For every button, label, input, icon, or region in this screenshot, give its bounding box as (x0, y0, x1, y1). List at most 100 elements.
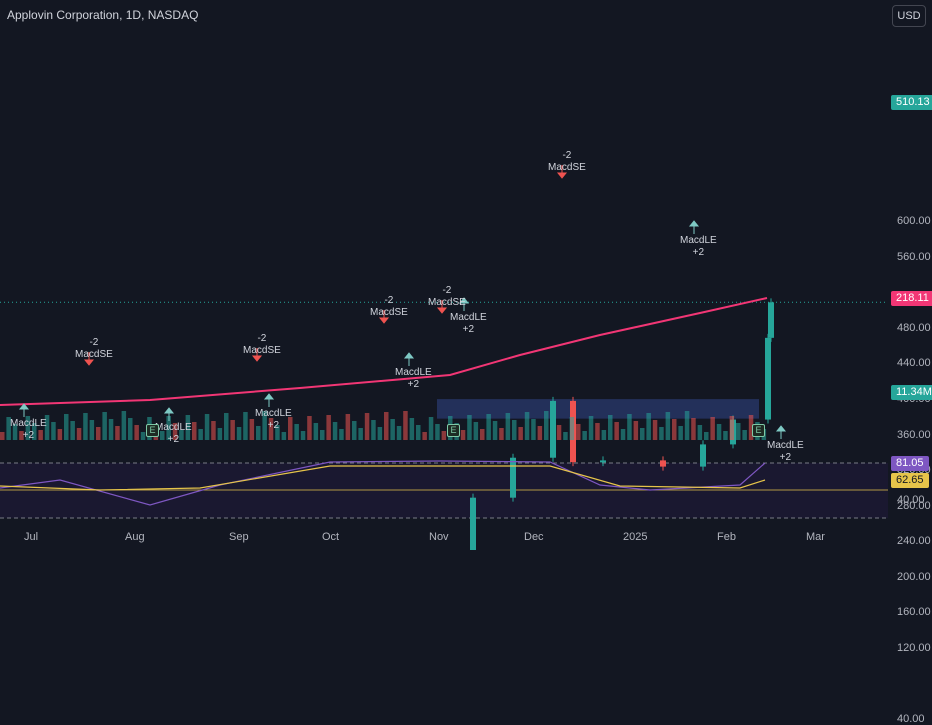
earnings-marker[interactable]: E (447, 424, 460, 437)
volume-bar (358, 428, 363, 440)
volume-bar (140, 432, 146, 440)
last-price-badge: 510.13 (891, 95, 932, 110)
volume-bar (256, 426, 261, 440)
volume-bar (192, 422, 197, 440)
volume-bar (128, 418, 133, 440)
volume-bar (70, 421, 75, 440)
signal-arrow-down-icon (436, 300, 448, 314)
volume-bar (32, 423, 37, 440)
signal-arrow-down-icon (556, 165, 568, 179)
volume-bar (505, 413, 511, 440)
volume-bar (57, 429, 63, 440)
volume-bar (115, 426, 120, 440)
ma-value-badge: 218.11 (891, 291, 932, 306)
volume-bar (108, 419, 114, 440)
price-axis-tick: 120.00 (897, 641, 931, 654)
candle (470, 497, 476, 550)
volume-bar (166, 416, 171, 440)
volume-bar (512, 420, 517, 440)
volume-bar (224, 413, 229, 440)
candle (660, 460, 666, 467)
volume-bar (275, 425, 280, 440)
volume-bar (281, 432, 287, 440)
signal-label: -2 MacdSE (75, 337, 113, 360)
volume-bar (409, 418, 415, 440)
volume-bar (204, 414, 210, 440)
rsi-axis-tick: 40.00 (897, 494, 925, 506)
volume-bar (550, 418, 555, 440)
candle (600, 460, 606, 463)
volume-bar (422, 432, 427, 440)
ma-line (0, 297, 768, 406)
price-axis-tick: 360.00 (897, 428, 931, 441)
volume-bar (710, 417, 715, 440)
volume-bar (716, 424, 722, 440)
candle (700, 444, 706, 467)
signal-label: -2 MacdSE (243, 333, 281, 356)
signal-arrow-up-icon (18, 403, 30, 417)
time-axis-label: Aug (125, 531, 145, 543)
signal-label: -2 MacdSE (548, 150, 586, 173)
signal-arrow-up-icon (688, 220, 700, 234)
volume-bar (243, 412, 248, 440)
volume-bar (556, 425, 562, 440)
price-axis-tick: 40.00 (897, 712, 925, 725)
volume-bar (236, 427, 242, 440)
volume-bar (12, 424, 18, 440)
volume-bar (435, 424, 440, 440)
volume-bar (428, 417, 434, 440)
volume-bar (537, 426, 543, 440)
volume-bar (499, 428, 504, 440)
volume-bar (288, 417, 293, 440)
volume-bar (441, 431, 447, 440)
volume-bar (134, 425, 139, 440)
signal-arrow-down-icon (83, 352, 95, 366)
earnings-marker[interactable]: E (752, 424, 765, 437)
volume-bar (300, 431, 306, 440)
volume-bar (377, 427, 383, 440)
rsi-ma-line (0, 465, 766, 491)
volume-bar (307, 416, 312, 440)
rsi-value-badge: 81.05 (891, 456, 929, 471)
resistance-zone (437, 399, 759, 419)
volume-bar (627, 414, 632, 440)
price-axis-tick: 440.00 (897, 357, 931, 370)
price-axis-tick: 480.00 (897, 321, 931, 334)
volume-value-badge: 11.34M (891, 385, 932, 400)
volume-bar (608, 415, 613, 440)
volume-bar (672, 419, 677, 440)
currency-button[interactable]: USD (892, 5, 926, 27)
volume-bar (332, 422, 338, 440)
volume-bar (614, 422, 619, 440)
time-axis-label: Oct (322, 531, 340, 543)
volume-bar (576, 424, 581, 440)
price-axis-tick: 240.00 (897, 535, 931, 548)
earnings-marker[interactable]: E (146, 424, 159, 437)
signal-label: MacdLE +2 (10, 418, 47, 441)
volume-bar (723, 431, 728, 440)
volume-bar (403, 411, 408, 440)
volume-bar (736, 423, 741, 440)
volume-bar (531, 419, 536, 440)
signal-arrow-up-icon (775, 425, 787, 439)
volume-bar (390, 419, 395, 440)
volume-bar (185, 415, 191, 440)
volume-bar (492, 421, 498, 440)
volume-bar (38, 430, 43, 440)
price-chart[interactable] (0, 0, 932, 550)
volume-bar (198, 429, 203, 440)
rsi-line (0, 460, 766, 506)
time-axis-label: Mar (806, 531, 825, 543)
time-axis-label: Jul (24, 531, 39, 543)
volume-bar (51, 422, 56, 440)
volume-bar (352, 421, 357, 440)
volume-bar (102, 412, 107, 440)
volume-bar (320, 430, 325, 440)
symbol-title: Applovin Corporation, 1D, NASDAQ (7, 8, 199, 22)
signal-label: MacdLE +2 (450, 312, 487, 335)
price-axis-tick: 560.00 (897, 250, 931, 263)
volume-bar (748, 415, 754, 440)
volume-bar (544, 411, 549, 440)
volume-bar (416, 425, 421, 440)
volume-bar (384, 412, 389, 440)
